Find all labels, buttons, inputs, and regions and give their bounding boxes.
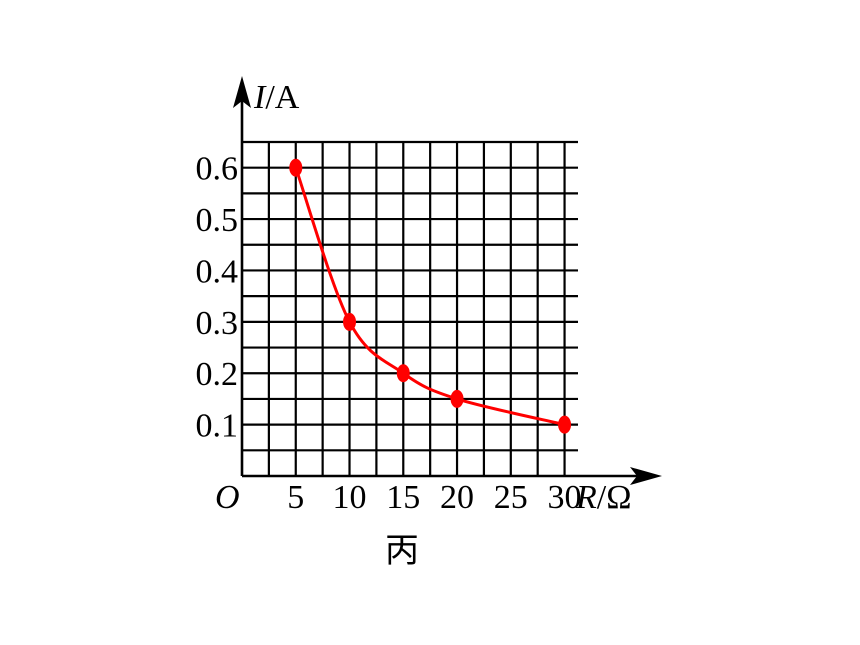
grid <box>242 140 578 476</box>
y-tick-label: 0.5 <box>196 202 239 239</box>
x-tick-label: 5 <box>287 479 304 516</box>
x-tick-label: 10 <box>333 479 367 516</box>
figure-caption: 丙 <box>385 531 419 571</box>
y-tick-label: 0.6 <box>196 151 239 188</box>
y-axis-label: I/A <box>253 79 300 116</box>
y-axis-label-unit: /A <box>265 79 299 116</box>
x-tick-label: 20 <box>440 479 474 516</box>
y-tick-label: 0.2 <box>196 356 239 393</box>
y-tick-label: 0.4 <box>196 253 239 290</box>
y-tick-label: 0.1 <box>196 408 239 445</box>
origin-label: O <box>215 479 240 516</box>
y-axis-arrow <box>233 76 251 108</box>
data-point <box>396 364 410 383</box>
x-tick-label: 15 <box>386 479 420 516</box>
data-point <box>289 158 303 177</box>
y-tick-label: 0.3 <box>196 305 239 342</box>
x-tick-label: 25 <box>494 479 528 516</box>
x-axis-label-unit: /Ω <box>597 479 632 516</box>
x-tick-label: 30 <box>548 479 582 516</box>
data-point <box>558 415 572 434</box>
x-axis-label-var: R <box>575 479 597 516</box>
x-axis-label: R/Ω <box>575 479 632 516</box>
x-axis-arrow <box>630 467 662 485</box>
data-points <box>289 158 572 434</box>
data-point <box>450 389 464 408</box>
y-axis-label-var: I <box>253 79 267 116</box>
data-point <box>343 312 357 331</box>
axes <box>233 76 662 485</box>
tick-labels: 5 10 15 20 25 30 0.6 0.5 0.4 0.3 0.2 0.1 <box>196 151 582 516</box>
